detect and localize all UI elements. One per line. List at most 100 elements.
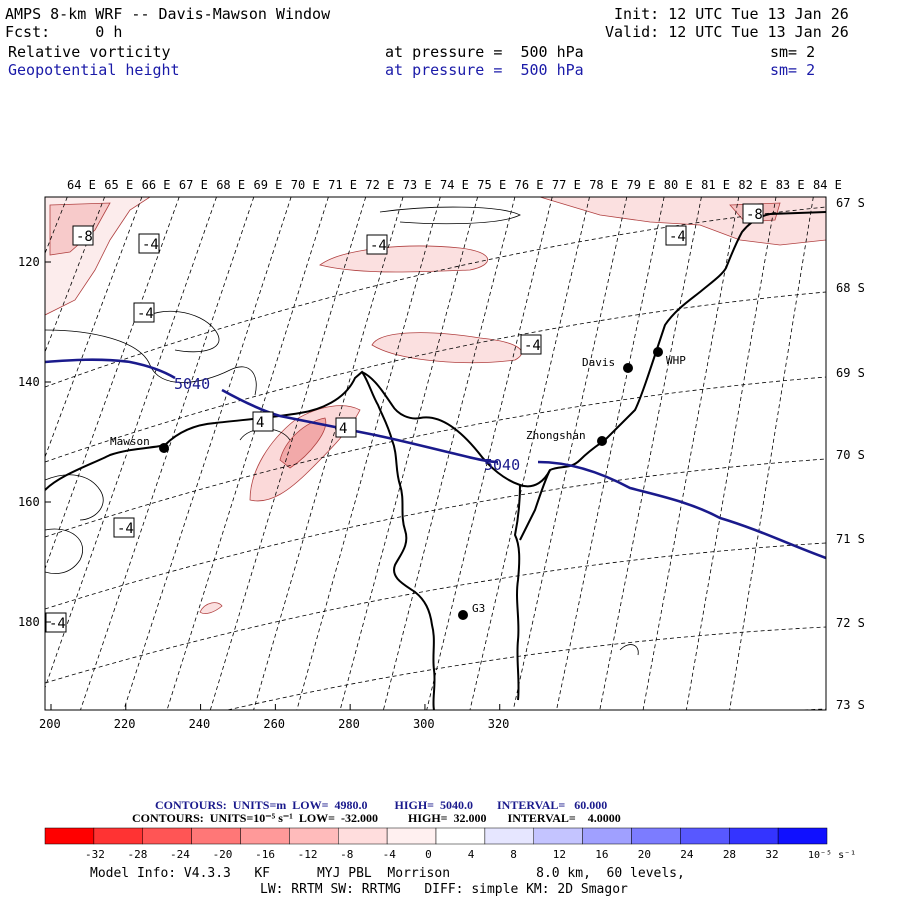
color-bar-tick: 8 bbox=[510, 848, 517, 861]
parallel-line bbox=[45, 291, 826, 463]
station-marker bbox=[159, 443, 169, 453]
lon-label: 75 E bbox=[477, 178, 506, 192]
vorticity-shading bbox=[45, 197, 826, 614]
color-bar-tick: -16 bbox=[255, 848, 275, 861]
vort-label: -4 bbox=[117, 521, 134, 537]
vort-area-central-core bbox=[279, 417, 327, 469]
color-bar-tick: 12 bbox=[553, 848, 566, 861]
meridian-line bbox=[729, 197, 814, 710]
lon-label: 77 E bbox=[552, 178, 581, 192]
init-time: Init: 12 UTC Tue 13 Jan 26 bbox=[614, 5, 849, 23]
vort-label: -4 bbox=[370, 238, 387, 254]
meridian-line bbox=[45, 197, 105, 354]
color-bar-swatch bbox=[582, 827, 632, 845]
color-bar-tick: 4 bbox=[468, 848, 475, 861]
parallel-line bbox=[226, 626, 826, 710]
vort-label-box bbox=[133, 302, 155, 323]
station-label: WHP bbox=[666, 354, 686, 367]
vort-area-small bbox=[199, 602, 223, 614]
x-tick-label: 320 bbox=[488, 717, 510, 731]
parallel-line bbox=[45, 458, 826, 610]
y-axis-ticks: 120 140 160 180 bbox=[18, 255, 51, 629]
meridian-line bbox=[642, 197, 740, 710]
color-bar-swatch bbox=[533, 827, 583, 845]
color-bar-tick: 16 bbox=[595, 848, 608, 861]
parallel-line bbox=[45, 376, 826, 538]
lon-label: 68 E bbox=[216, 178, 245, 192]
station-marker bbox=[623, 363, 633, 373]
vort-label: -8 bbox=[76, 229, 93, 245]
y-tick-label: 180 bbox=[18, 615, 40, 629]
color-bar-tick: 28 bbox=[723, 848, 736, 861]
color-bar-swatch bbox=[631, 827, 681, 845]
meridian-line bbox=[685, 197, 777, 710]
color-bar-swatch bbox=[729, 827, 779, 845]
meridian-line bbox=[45, 197, 143, 459]
parallel-line bbox=[45, 206, 826, 388]
color-bar: -32 -28 -24 -20 -16 -12 -8 -4 0 4 8 12 16 20 24 28 32 10⁻… bbox=[44, 827, 856, 861]
y-tick-label: 140 bbox=[18, 375, 40, 389]
meridian-line bbox=[426, 197, 553, 710]
vort-label-box bbox=[138, 233, 160, 254]
station-label: Mawson bbox=[110, 435, 150, 448]
color-bar-tick: -20 bbox=[213, 848, 233, 861]
color-bar-tick: 0 bbox=[425, 848, 432, 861]
stations: Mawson Davis WHP Zhongshan G3 bbox=[110, 347, 686, 620]
color-bar-swatch bbox=[191, 827, 241, 845]
color-bar-unit: 10⁻⁵ s⁻¹ bbox=[808, 850, 856, 861]
vort-label: -4 bbox=[142, 237, 159, 253]
color-bar-swatch bbox=[240, 827, 290, 845]
field1-smoothing: sm= 2 bbox=[770, 43, 816, 61]
map-frame bbox=[44, 196, 827, 711]
vort-label: 4 bbox=[339, 421, 347, 437]
vort-label-box bbox=[252, 411, 274, 432]
vort-label-box bbox=[72, 225, 94, 246]
meridian-line bbox=[382, 197, 516, 710]
x-tick-label: 200 bbox=[39, 717, 61, 731]
vort-label: -8 bbox=[746, 207, 763, 223]
lat-label: 67 S bbox=[836, 196, 865, 210]
height-label-5040-b: 5040 bbox=[484, 456, 520, 474]
color-bar-swatch bbox=[338, 827, 388, 845]
station-marker bbox=[458, 610, 468, 620]
lon-label: 64 E bbox=[67, 178, 96, 192]
lon-label: 80 E bbox=[664, 178, 693, 192]
lat-label: 69 S bbox=[836, 366, 865, 380]
station-marker bbox=[597, 436, 607, 446]
meridian-line bbox=[45, 197, 180, 570]
color-bar-swatch bbox=[777, 827, 828, 845]
lon-label: 81 E bbox=[701, 178, 730, 192]
color-bar-tick: -32 bbox=[85, 848, 105, 861]
lon-label: 76 E bbox=[515, 178, 544, 192]
map-title: AMPS 8-km WRF -- Davis-Mawson Window bbox=[5, 5, 331, 23]
color-bar-tick: 32 bbox=[765, 848, 778, 861]
x-tick-label: 280 bbox=[338, 717, 360, 731]
color-bar-swatch bbox=[435, 827, 486, 845]
meridian-line bbox=[556, 197, 665, 710]
vorticity-contours bbox=[45, 206, 639, 656]
color-bar-swatch bbox=[93, 827, 143, 845]
color-bar-swatch bbox=[289, 827, 339, 845]
meridian-line bbox=[0, 197, 30, 712]
model-info-line1: Model Info: V4.3.3 KF MYJ PBL Morrison 8… bbox=[90, 866, 685, 881]
color-bar-tick: -12 bbox=[298, 848, 318, 861]
station-label: Zhongshan bbox=[526, 429, 586, 442]
color-bar-swatch bbox=[484, 827, 534, 845]
vort-label: -4 bbox=[137, 306, 154, 322]
lon-label: 83 E bbox=[776, 178, 805, 192]
color-bar-tick: -28 bbox=[128, 848, 148, 861]
lon-label: 65 E bbox=[104, 178, 133, 192]
vort-label-box bbox=[520, 334, 542, 355]
lon-label: 74 E bbox=[440, 178, 469, 192]
lon-label: 82 E bbox=[738, 178, 767, 192]
field2-name: Geopotential height bbox=[8, 61, 180, 79]
lat-label: 73 S bbox=[836, 698, 865, 712]
field2-smoothing: sm= 2 bbox=[770, 61, 816, 79]
color-bar-tick: 20 bbox=[638, 848, 651, 861]
legend-vort-contours: CONTOURS: UNITS=10⁻⁵ s⁻¹ LOW= -32.000 HI… bbox=[132, 811, 621, 825]
field1-level: at pressure = 500 hPa bbox=[385, 43, 584, 61]
meridian-line bbox=[339, 197, 478, 710]
lon-label: 69 E bbox=[254, 178, 283, 192]
vort-label-box bbox=[665, 225, 687, 246]
